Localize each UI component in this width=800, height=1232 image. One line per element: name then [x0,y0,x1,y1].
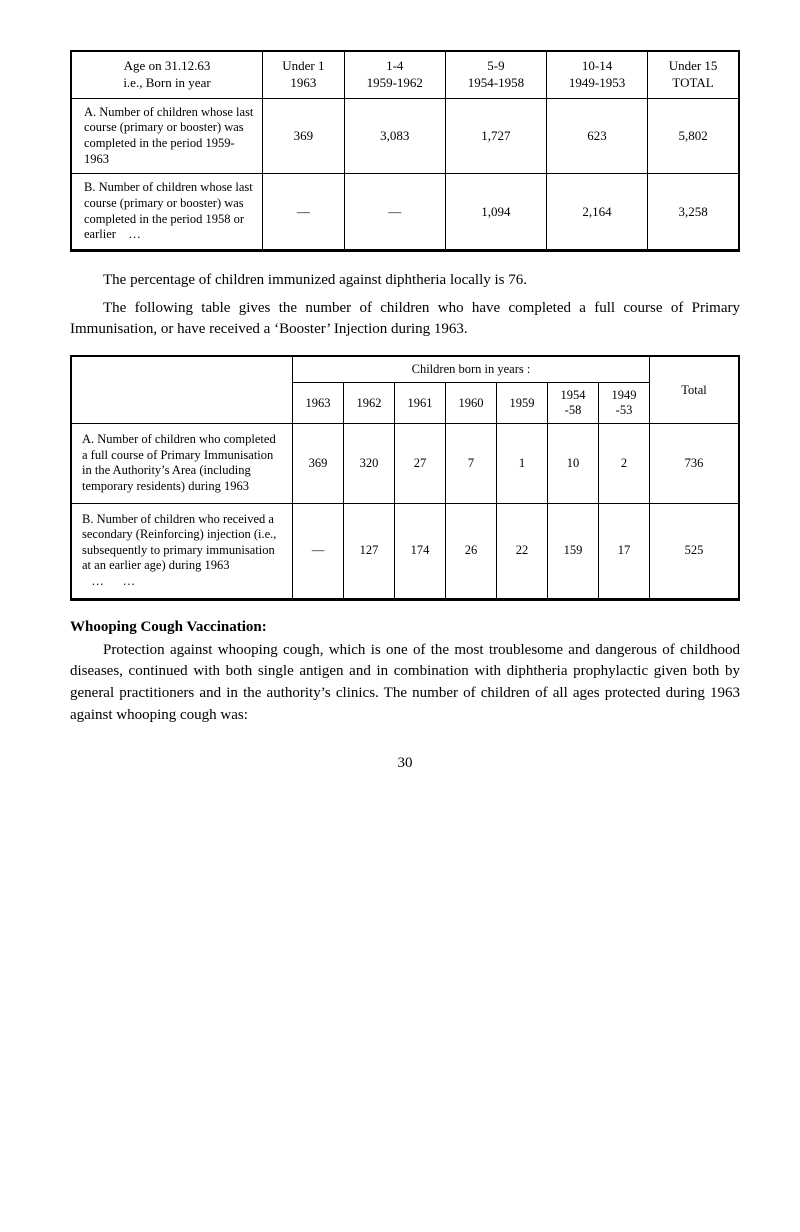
t1-h6: Under 15 TOTAL [648,51,739,98]
t2-rowB-v2: 174 [395,503,446,599]
t1-rowA-c3: 3,083 [344,98,445,174]
t2-rowA-label: A. Number of children who completed a fu… [71,424,293,504]
t2-rowA-v6: 2 [599,424,650,504]
t2-y1: 1963 [293,383,344,424]
t1-rowA-c4: 1,727 [445,98,546,174]
t2-rowB-v3: 26 [446,503,497,599]
t2-y4: 1960 [446,383,497,424]
t2-superheader: Children born in years : [293,356,650,383]
t1-h4: 5-9 1954-1958 [445,51,546,98]
t1-rowB-c6: 3,258 [648,174,739,251]
t2-y2: 1962 [344,383,395,424]
t1-rowB-c4: 1,094 [445,174,546,251]
t2-rowB-v4: 22 [497,503,548,599]
t1-rowB-c2: — [263,174,345,251]
paragraph-percentage: The percentage of children immunized aga… [70,270,740,292]
t1-h1-l1: Age on 31.12.63 [124,58,211,73]
table-row: B. Number of children who received a sec… [71,503,739,599]
t2-rowB-label: B. Number of children who received a sec… [71,503,293,599]
t2-rowA-v0: 369 [293,424,344,504]
t2-y7: 1949 -53 [599,383,650,424]
t1-rowA-c2: 369 [263,98,345,174]
page-number: 30 [70,755,740,772]
t2-y5: 1959 [497,383,548,424]
t2-y3: 1961 [395,383,446,424]
t1-h5: 10-14 1949-1953 [546,51,647,98]
table-row: A. Number of children who completed a fu… [71,424,739,504]
t1-rowA-c6: 5,802 [648,98,739,174]
t2-rowB-v5: 159 [548,503,599,599]
t1-rowB-c3: — [344,174,445,251]
t2-rowB-v7: 525 [650,503,740,599]
heading-whooping-cough: Whooping Cough Vaccination: [70,619,740,636]
t1-rowA-c5: 623 [546,98,647,174]
t2-rowA-v2: 27 [395,424,446,504]
t2-blank [71,356,293,424]
t1-rowB-label: B. Number of children whose last course … [71,174,263,251]
t1-h1-l2: i.e., Born in year [123,75,210,90]
t1-h3: 1-4 1959-1962 [344,51,445,98]
table-children-born-years: Children born in years : Total 1963 1962… [70,355,740,601]
t2-rowA-v3: 7 [446,424,497,504]
paragraph-following-table: The following table gives the number of … [70,298,740,342]
t2-rowA-v1: 320 [344,424,395,504]
t2-rowA-v5: 10 [548,424,599,504]
t1-rowB-c5: 2,164 [546,174,647,251]
t2-rowB-v1: 127 [344,503,395,599]
t2-rowB-v6: 17 [599,503,650,599]
t1-h2: Under 1 1963 [263,51,345,98]
t2-rowA-v7: 736 [650,424,740,504]
t1-rowA-label: A. Number of children whose last course … [71,98,263,174]
t2-rowB-v0: — [293,503,344,599]
table-age-immunization: Age on 31.12.63 i.e., Born in year Under… [70,50,740,252]
table-row: A. Number of children whose last course … [71,98,739,174]
paragraph-whooping-cough: Protection against whooping cough, which… [70,640,740,727]
t2-y6: 1954 -58 [548,383,599,424]
t2-total-label: Total [650,356,740,424]
table-row: B. Number of children whose last course … [71,174,739,251]
t1-h1: Age on 31.12.63 i.e., Born in year [71,51,263,98]
t2-rowA-v4: 1 [497,424,548,504]
